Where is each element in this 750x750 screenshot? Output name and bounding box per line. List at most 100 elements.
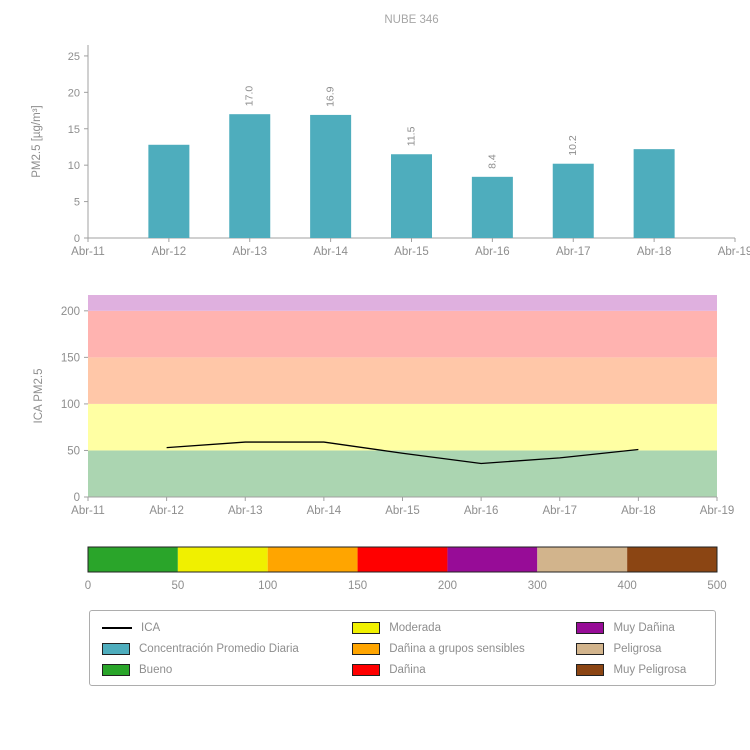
x-tick-label: Abr-14 [313,246,348,258]
y-tick-label: 20 [68,87,80,99]
x-tick-label: Abr-15 [385,505,420,517]
color-swatch [352,663,381,676]
pm25-bar [229,114,271,238]
y-axis-label: ICA PM2.5 [33,369,45,424]
legend-label: Peligrosa [613,642,662,655]
x-tick-label: Abr-11 [71,246,105,258]
y-tick-label: 25 [68,51,80,63]
y-tick-label: 15 [68,124,80,136]
y-tick-label: 200 [61,306,80,318]
ica-band [88,403,717,451]
legend-label: Dañina a grupos sensibles [389,642,525,655]
colorbar-segment [267,547,358,572]
legend-item-moderada: Moderada [352,619,576,636]
legend-item-da-ina-a-grupos-sensibles: Dañina a grupos sensibles [352,640,576,657]
bar-value-label: 17.0 [244,86,256,107]
legend-label: Muy Dañina [613,621,675,634]
pm25-bar [148,144,190,238]
line-swatch [102,626,132,629]
bar-value-label: 10.2 [567,135,579,156]
x-tick-label: Abr-17 [556,246,591,258]
colorbar-tick-label: 100 [258,580,277,592]
color-swatch [102,642,130,655]
legend-item-muy-peligrosa: Muy Peligrosa [576,661,715,678]
ica-band [88,450,717,497]
ica-band [88,310,717,358]
legend-column: Moderada Dañina a grupos sensibles Dañina [352,619,576,685]
x-tick-label: Abr-16 [475,246,510,258]
y-tick-label: 50 [67,445,80,457]
ica-band [88,357,717,404]
color-swatch [576,642,605,655]
colorbar-segment [627,547,717,572]
colorbar-tick-label: 500 [707,580,726,592]
colorbar-outline [87,546,718,573]
colorbar-tick-label: 150 [348,580,367,592]
x-tick-label: Abr-19 [700,505,735,517]
legend-item-da-ina: Dañina [352,661,576,678]
pm25-bar-chart: 0 5 10 15 20 25 Abr-11 Abr-12 Abr-13 Abr-14 Abr-15… [31,45,750,258]
x-tick-label: Abr-16 [464,505,499,517]
bar-value-label: 11.5 [406,126,418,146]
bar-value-label: 16.9 [325,86,337,107]
pm25-bar [391,154,432,238]
colorbar-tick-label: 400 [618,580,637,592]
legend-label: ICA [141,621,161,634]
y-axis-label: PM2.5 [µg/m³] [31,105,43,177]
y-tick-label: 100 [61,399,80,411]
legend-item-muy-da-ina: Muy Dañina [576,619,715,636]
y-tick-label: 0 [74,492,80,504]
colorbar-segment [357,547,448,572]
x-tick-label: Abr-18 [621,505,656,517]
ica-line-chart: 0 50 100 150 200 Abr-11 Abr-12 Abr-13 Abr-14 Abr-… [33,295,735,517]
legend-label: Dañina [389,663,426,676]
colorbar-segment [177,547,268,572]
colorbar-segment [447,547,538,572]
legend-column: ICA Concentración Promedio Diaria Bueno [102,619,352,685]
colorbar-segment [537,547,628,572]
y-tick-label: 150 [61,352,80,364]
ica-line [166,441,639,465]
y-tick-label: 5 [74,197,80,209]
x-tick-label: Abr-15 [394,246,429,258]
legend-item-ica: ICA [102,619,352,636]
color-swatch [352,642,381,655]
colorbar-tick-label: 200 [438,580,457,592]
legend-item-peligrosa: Peligrosa [576,640,715,657]
ica-band [88,295,717,311]
legend-column: Muy Dañina Peligrosa Muy Peligrosa [576,619,715,685]
legend-item-concentraci-n-promedio-diaria: Concentración Promedio Diaria [102,640,352,657]
legend-label: Muy Peligrosa [613,663,687,676]
pm25-bar [471,176,513,238]
bar-value-label: 8.4 [486,154,498,169]
color-swatch [352,621,381,634]
x-tick-label: Abr-12 [152,246,187,258]
ica-colorbar: 0 50 100 150 200 300 400 500 [85,546,727,592]
color-swatch [102,663,130,676]
legend-label: Bueno [139,663,173,676]
colorbar-tick-label: 50 [171,580,184,592]
pm25-bar [552,163,594,238]
y-tick-label: 10 [68,160,80,172]
x-tick-label: Abr-13 [228,505,263,517]
x-tick-label: Abr-13 [232,246,267,258]
x-tick-label: Abr-11 [71,505,105,517]
legend-item-bueno: Bueno [102,661,352,678]
chart-title: NUBE 346 [384,14,439,26]
x-tick-label: Abr-19 [718,246,750,258]
colorbar-tick-label: 0 [85,580,91,592]
pm25-bar [310,114,352,238]
color-swatch [576,621,605,634]
colorbar-segment [88,547,178,572]
legend-label: Moderada [389,621,441,634]
y-tick-label: 0 [74,233,80,245]
x-tick-label: Abr-17 [542,505,577,517]
x-tick-label: Abr-12 [149,505,184,517]
pm25-bar [633,149,675,238]
legend: ICA Concentración Promedio Diaria Bueno Mod… [89,610,716,686]
legend-label: Concentración Promedio Diaria [139,642,299,655]
x-tick-label: Abr-18 [637,246,672,258]
colorbar-tick-label: 300 [528,580,547,592]
x-tick-label: Abr-14 [307,505,342,517]
